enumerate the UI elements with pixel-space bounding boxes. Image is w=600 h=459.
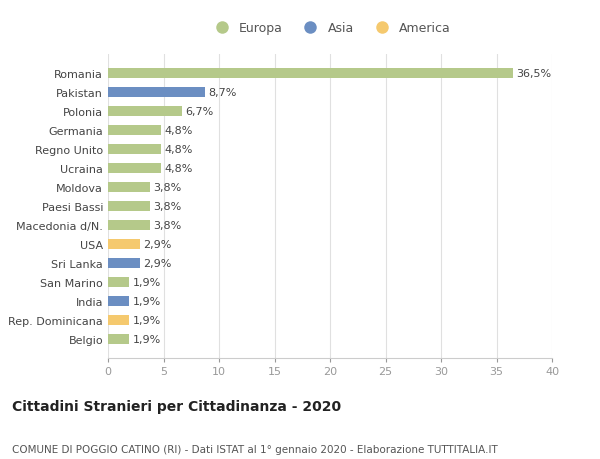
Text: 6,7%: 6,7% <box>186 106 214 117</box>
Bar <box>108 278 129 287</box>
Text: 1,9%: 1,9% <box>133 297 161 307</box>
Bar <box>108 107 182 116</box>
Text: 3,8%: 3,8% <box>154 183 182 192</box>
Text: 2,9%: 2,9% <box>143 258 172 269</box>
Bar <box>108 335 129 344</box>
Text: 3,8%: 3,8% <box>154 202 182 212</box>
Bar <box>108 164 161 174</box>
Text: Cittadini Stranieri per Cittadinanza - 2020: Cittadini Stranieri per Cittadinanza - 2… <box>12 399 341 413</box>
Bar <box>108 126 161 135</box>
Text: 8,7%: 8,7% <box>208 88 236 98</box>
Bar <box>108 69 513 78</box>
Text: 1,9%: 1,9% <box>133 335 161 345</box>
Text: 1,9%: 1,9% <box>133 315 161 325</box>
Text: 2,9%: 2,9% <box>143 240 172 250</box>
Bar <box>108 221 150 230</box>
Text: COMUNE DI POGGIO CATINO (RI) - Dati ISTAT al 1° gennaio 2020 - Elaborazione TUTT: COMUNE DI POGGIO CATINO (RI) - Dati ISTA… <box>12 444 498 454</box>
Text: 4,8%: 4,8% <box>164 126 193 135</box>
Text: 3,8%: 3,8% <box>154 221 182 230</box>
Bar <box>108 240 140 249</box>
Bar <box>108 297 129 306</box>
Bar <box>108 88 205 97</box>
Bar <box>108 316 129 325</box>
Legend: Europa, Asia, America: Europa, Asia, America <box>209 22 451 35</box>
Bar <box>108 145 161 154</box>
Text: 4,8%: 4,8% <box>164 145 193 155</box>
Bar <box>108 183 150 192</box>
Text: 1,9%: 1,9% <box>133 278 161 287</box>
Text: 36,5%: 36,5% <box>517 68 551 78</box>
Text: 4,8%: 4,8% <box>164 163 193 174</box>
Bar <box>108 259 140 268</box>
Bar <box>108 202 150 211</box>
